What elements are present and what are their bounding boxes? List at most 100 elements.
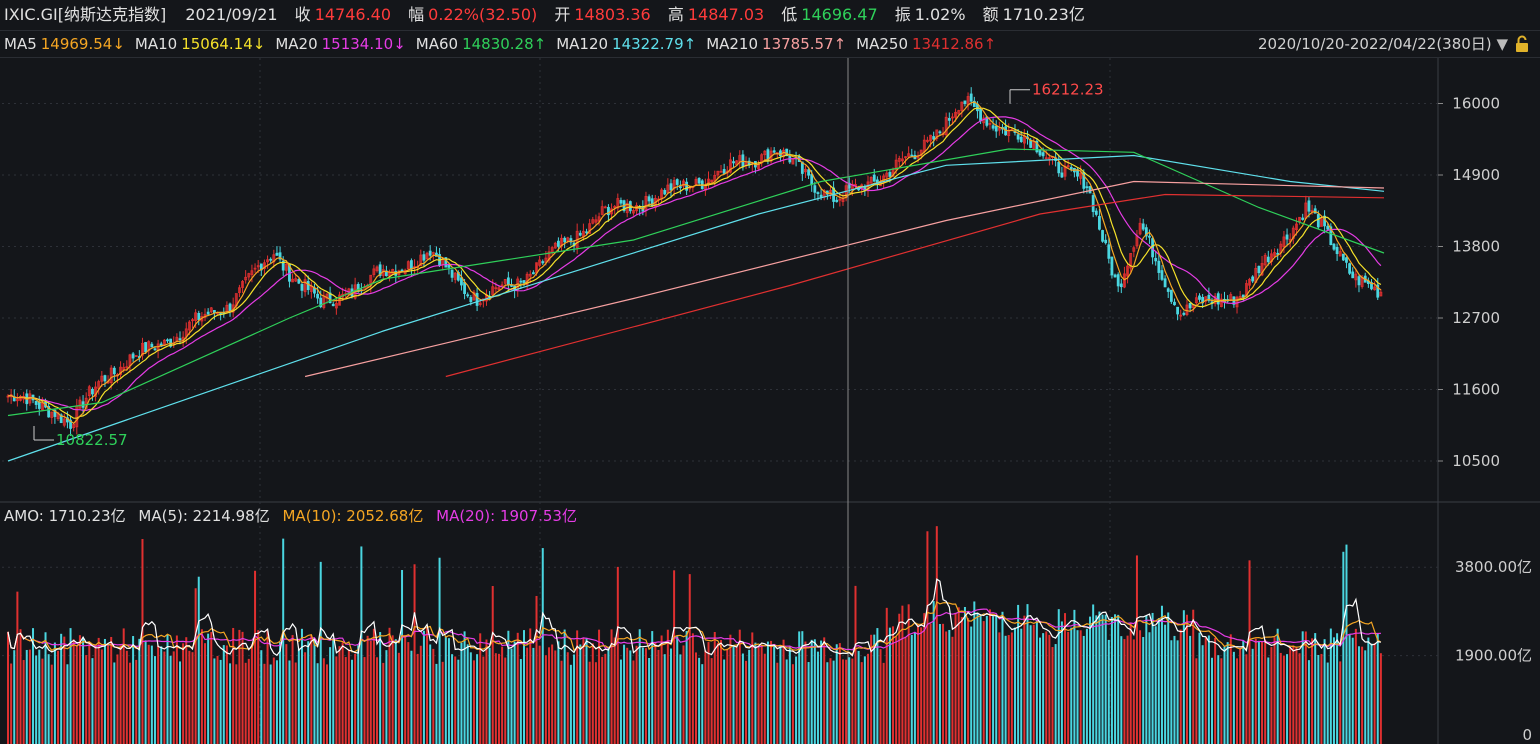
volume-bar <box>832 660 835 744</box>
volume-bar <box>1095 615 1098 744</box>
candle-body <box>841 198 845 203</box>
volume-bar <box>404 634 407 744</box>
candle-body <box>441 258 445 265</box>
candle-body <box>1129 253 1133 269</box>
volume-bar <box>773 644 776 744</box>
volume-bar <box>1089 616 1092 744</box>
candle-body <box>450 269 454 278</box>
candle-body <box>1354 273 1358 281</box>
volume-bar <box>1051 647 1054 744</box>
volume-bar <box>338 646 341 744</box>
date-range-selector[interactable]: 2020/10/20-2022/04/22(380日) ▼ <box>1258 31 1508 57</box>
candle-body <box>1107 244 1111 259</box>
candle-body <box>741 154 745 168</box>
volume-bar <box>138 638 141 744</box>
volume-bar <box>1160 605 1163 744</box>
volume-bar <box>1045 631 1048 744</box>
candle-body <box>78 399 82 409</box>
candle-body <box>209 307 213 313</box>
candle-body <box>525 273 529 286</box>
candle-body <box>1057 161 1061 174</box>
volume-bar <box>150 645 153 744</box>
volume-bar <box>791 664 794 744</box>
volume-bar <box>1248 560 1251 744</box>
volume-bar <box>632 660 635 744</box>
candle-body <box>381 269 385 276</box>
lock-icon[interactable] <box>1514 35 1530 53</box>
volume-bar <box>10 663 13 744</box>
candle-body <box>797 156 801 162</box>
volume-bar <box>504 657 507 744</box>
candle-body <box>203 313 207 318</box>
volume-bar <box>951 636 954 744</box>
candle-body <box>359 289 363 292</box>
candle-body <box>31 394 35 401</box>
volume-bar <box>1114 614 1117 744</box>
candle-body <box>1013 130 1017 134</box>
volume-bar <box>469 652 472 744</box>
candle-body <box>932 136 936 140</box>
volume-bar <box>610 629 613 744</box>
candle-body <box>313 287 316 294</box>
volume-bar <box>526 647 529 744</box>
candle-body <box>472 291 476 301</box>
volume-bar <box>860 662 863 744</box>
volume-bar <box>513 641 516 744</box>
volume-bar <box>497 653 500 744</box>
high-label: 高 <box>667 5 684 24</box>
volume-bar <box>1020 628 1023 744</box>
volume-bar <box>1117 614 1120 744</box>
volume-bar <box>460 642 463 744</box>
ma-legend-ma5-value: 14969.54↓ <box>40 35 125 53</box>
volume-bar <box>1317 654 1320 744</box>
volume-bar <box>1354 628 1357 744</box>
volume-bar <box>485 639 488 744</box>
candle-body <box>1035 140 1039 153</box>
volume-bar <box>1035 620 1038 744</box>
volume-bar <box>798 631 801 744</box>
volume-bar <box>388 627 391 744</box>
candle-body <box>944 116 948 136</box>
volume-bar <box>998 632 1001 744</box>
candle-body <box>1257 265 1261 274</box>
candle-body <box>481 298 485 302</box>
candle-body <box>266 259 269 263</box>
volume-bar <box>1276 628 1279 744</box>
candle-body <box>400 269 404 273</box>
candle-body <box>791 158 795 165</box>
candle-body <box>960 101 964 112</box>
candle-body <box>206 311 210 315</box>
volume-bar <box>322 658 325 744</box>
candle-body <box>1263 254 1267 266</box>
volume-bar <box>100 649 103 744</box>
volume-bar <box>116 654 119 744</box>
ma-legend-ma10-value: 15064.14↓ <box>181 35 266 53</box>
volume-tick-2: 3800.00亿 <box>1455 558 1532 576</box>
volume-bar <box>929 623 932 744</box>
price-tick-13800: 13800 <box>1452 238 1500 256</box>
candle-body <box>1226 299 1230 302</box>
candle-body <box>1148 235 1151 238</box>
candle-body <box>725 170 729 174</box>
volume-bar <box>648 658 651 744</box>
candle-body <box>1316 214 1320 228</box>
candle-body <box>775 152 779 155</box>
volume-bar <box>300 628 303 744</box>
candle-body <box>1235 296 1239 308</box>
candle-body <box>819 194 823 198</box>
volume-bar <box>1157 618 1160 744</box>
ma20-line <box>7 116 1382 412</box>
candle-body <box>131 353 135 359</box>
volume-bar <box>1314 633 1317 744</box>
volume-bar <box>626 647 629 744</box>
volume-bar <box>1164 624 1167 744</box>
candle-body <box>284 263 288 271</box>
volume-bar <box>885 607 888 744</box>
candle-body <box>150 343 154 348</box>
volume-bar <box>745 660 748 744</box>
candle-body <box>469 297 473 303</box>
candle-body <box>1144 227 1148 237</box>
candle-body <box>1291 227 1295 239</box>
candle-body <box>1163 278 1167 288</box>
